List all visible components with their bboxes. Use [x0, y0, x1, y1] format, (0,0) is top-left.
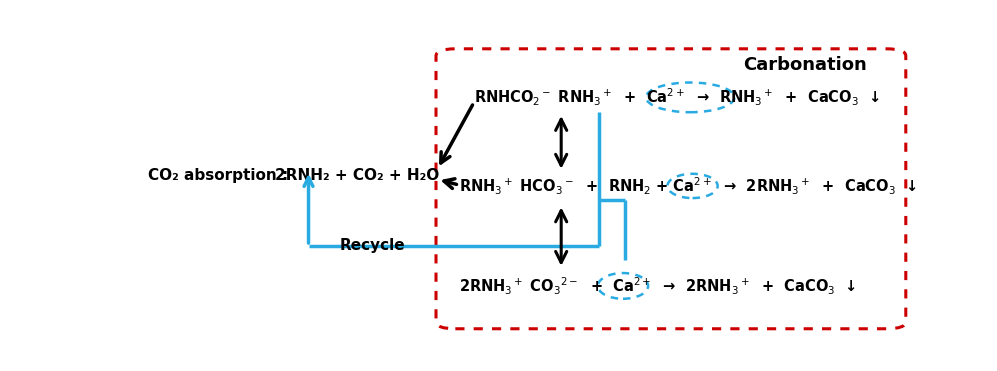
- Text: Recycle: Recycle: [339, 239, 405, 253]
- Text: RNHCO$_2$$^-$ RNH$_3$$^+$  +  Ca$^{2+}$  →  RNH$_3$$^+$  +  CaCO$_3$  ↓: RNHCO$_2$$^-$ RNH$_3$$^+$ + Ca$^{2+}$ → …: [474, 87, 879, 108]
- Text: 2RNH$_3$$^+$ CO$_3$$^{2-}$  +  Ca$^{2+}$  →  2RNH$_3$$^+$  +  CaCO$_3$  ↓: 2RNH$_3$$^+$ CO$_3$$^{2-}$ + Ca$^{2+}$ →…: [460, 275, 856, 296]
- Text: Carbonation: Carbonation: [743, 56, 866, 73]
- Text: CO₂ absorption :: CO₂ absorption :: [148, 168, 288, 183]
- Text: 2RNH₂ + CO₂ + H₂O: 2RNH₂ + CO₂ + H₂O: [275, 168, 440, 183]
- Text: RNH$_3$$^+$ HCO$_3$$^-$  +  RNH$_2$ + Ca$^{2+}$  →  2RNH$_3$$^+$  +  CaCO$_3$  ↓: RNH$_3$$^+$ HCO$_3$$^-$ + RNH$_2$ + Ca$^…: [460, 175, 917, 197]
